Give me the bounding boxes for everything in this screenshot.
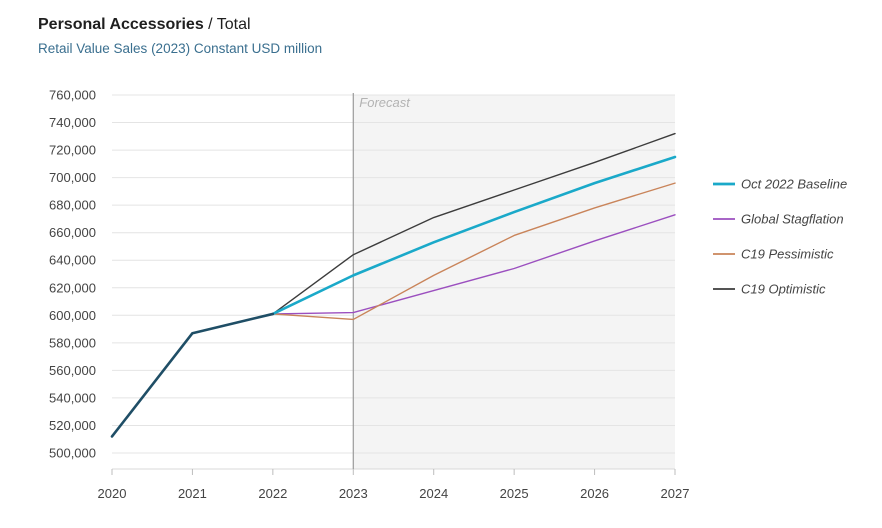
y-tick-label: 740,000 [49, 115, 96, 130]
series-lines [110, 132, 677, 438]
series-line-global-stagflation [272, 214, 676, 315]
chart-title: Personal Accessories / Total [38, 16, 251, 34]
legend-label: Global Stagflation [741, 212, 844, 227]
history-line [110, 312, 275, 438]
y-tick-label: 640,000 [49, 253, 96, 268]
y-tick-label: 700,000 [49, 170, 96, 185]
forecast-shade [353, 95, 675, 469]
chart-title-main: Personal Accessories [38, 16, 204, 33]
legend-label: C19 Pessimistic [741, 247, 834, 262]
legend-label: C19 Optimistic [741, 282, 826, 297]
series-line-oct-2022-baseline [271, 155, 677, 316]
x-tick-label: 2024 [419, 486, 448, 501]
x-tick-label: 2025 [500, 486, 529, 501]
y-tick-label: 620,000 [49, 280, 96, 295]
y-tick-label: 560,000 [49, 363, 96, 378]
x-tick-label: 2023 [339, 486, 368, 501]
x-tick-label: 2020 [98, 486, 127, 501]
y-tick-label: 660,000 [49, 225, 96, 240]
y-tick-label: 680,000 [49, 198, 96, 213]
legend: Oct 2022 Baseline Global Stagflation C19 P… [713, 177, 847, 297]
y-tick-label: 500,000 [49, 446, 96, 461]
legend-label: Oct 2022 Baseline [741, 177, 847, 192]
y-tick-label: 520,000 [49, 418, 96, 433]
x-tick-label: 2022 [258, 486, 287, 501]
y-tick-label: 600,000 [49, 308, 96, 323]
forecast-label: Forecast [359, 95, 411, 110]
forecast-region: Forecast [353, 95, 675, 469]
chart-title-separator: / [203, 16, 217, 33]
y-tick-label: 720,000 [49, 143, 96, 158]
chart-title-sub: Total [216, 16, 251, 33]
chart-subtitle: Retail Value Sales (2023) Constant USD m… [38, 41, 323, 56]
x-tick-label: 2021 [178, 486, 207, 501]
y-tick-label: 540,000 [49, 390, 96, 405]
series-line-c19-optimistic [272, 132, 676, 315]
x-tick-label: 2026 [580, 486, 609, 501]
x-tick-label: 2027 [661, 486, 690, 501]
series-line-c19-pessimistic [272, 182, 676, 321]
axes: 500,000 520,000 540,000 560,000 580,000 600,0… [49, 88, 689, 502]
y-tick-label: 580,000 [49, 335, 96, 350]
y-tick-label: 760,000 [49, 88, 96, 103]
